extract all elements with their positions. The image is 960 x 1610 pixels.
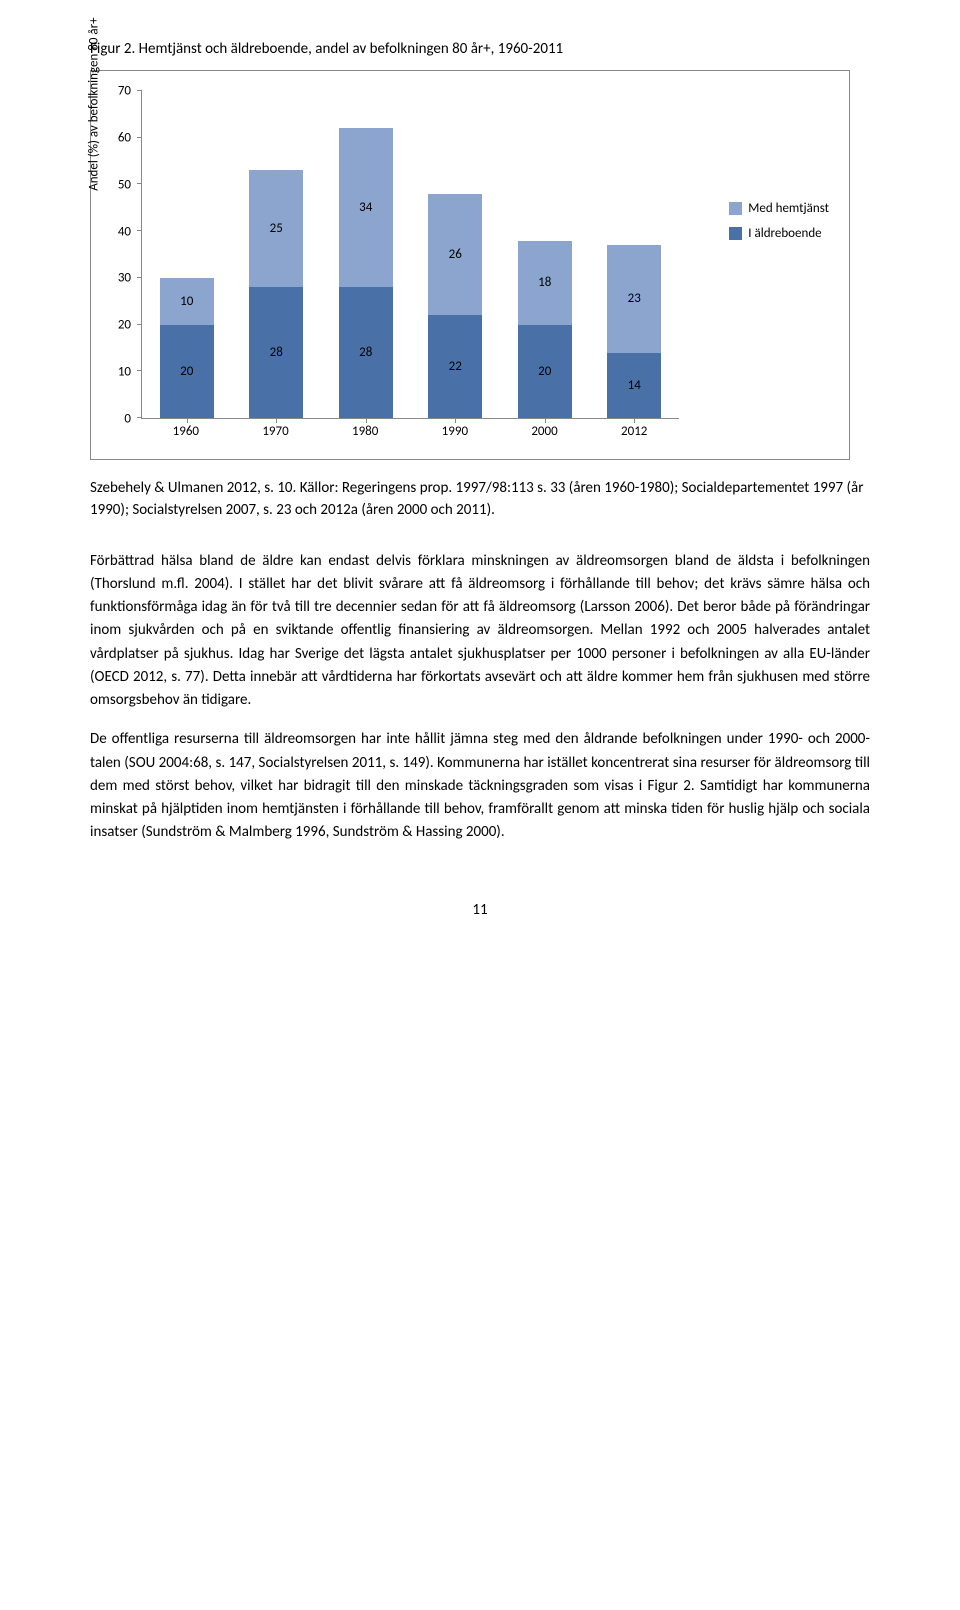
bar-value-label: 26 — [449, 247, 462, 262]
y-tick-mark — [137, 137, 142, 138]
page-number: 11 — [90, 901, 870, 919]
x-tick-mark — [634, 418, 635, 423]
y-tick-mark — [137, 230, 142, 231]
x-tick-mark — [545, 418, 546, 423]
figure-caption: Figur 2. Hemtjänst och äldreboende, ande… — [90, 40, 870, 58]
bar-slot: 1820 — [500, 91, 590, 418]
y-tick: 60 — [118, 130, 131, 145]
x-tick: 1970 — [231, 424, 321, 444]
x-tick-mark — [187, 418, 188, 423]
y-tick: 20 — [118, 318, 131, 333]
x-tick-mark — [366, 418, 367, 423]
x-tick: 1990 — [410, 424, 500, 444]
legend-swatch — [729, 202, 742, 215]
y-tick: 0 — [124, 412, 131, 427]
bar-slot: 25 28 — [232, 91, 322, 418]
bar-segment: 14 — [607, 353, 661, 418]
bar-segment: 34 — [339, 128, 393, 287]
bar-value-label: 18 — [538, 275, 551, 290]
bar-value-label: 22 — [449, 359, 462, 374]
bar-segment: 28 — [249, 287, 303, 418]
y-tick-mark — [137, 324, 142, 325]
x-tick: 1960 — [141, 424, 231, 444]
bar-value-label: 28 — [359, 345, 372, 360]
bar-stack: 10 20 — [160, 278, 214, 418]
bar-segment: 25 — [249, 170, 303, 287]
bar-stack: 25 28 — [249, 170, 303, 418]
x-axis: 196019701980199020002012 — [141, 424, 679, 444]
x-tick: 2012 — [589, 424, 679, 444]
y-tick: 50 — [118, 177, 131, 192]
legend-item: Med hemtjänst — [729, 201, 829, 216]
bar-segment: 20 — [160, 325, 214, 418]
bar-stack: 23 14 — [607, 245, 661, 418]
bar-value-label: 20 — [538, 364, 551, 379]
bar-value-label: 23 — [628, 291, 641, 306]
x-tick: 1980 — [320, 424, 410, 444]
x-tick-mark — [455, 418, 456, 423]
chart-legend: Med hemtjänst I äldreboende — [729, 201, 829, 251]
bar-value-label: 20 — [180, 364, 193, 379]
bar-slot: 34 28 — [321, 91, 411, 418]
bar-slot: 10 20 — [142, 91, 232, 418]
chart-container: Andel (%) av befolkningen 80 år+ 0102030… — [90, 70, 850, 460]
bar-segment: 10 — [160, 278, 214, 325]
bar-segment: 26 — [428, 194, 482, 315]
x-tick-mark — [276, 418, 277, 423]
bar-value-label: 14 — [628, 378, 641, 393]
legend-label: I äldreboende — [748, 226, 821, 241]
bar-stack: 1820 — [518, 241, 572, 419]
body-paragraph-1: Förbättrad hälsa bland de äldre kan enda… — [90, 550, 870, 713]
bar-value-label: 34 — [359, 200, 372, 215]
y-tick: 30 — [118, 271, 131, 286]
bar-segment: 20 — [518, 325, 572, 418]
y-tick-mark — [137, 370, 142, 371]
bar-segment: 22 — [428, 315, 482, 418]
bar-stack: 26 22 — [428, 194, 482, 418]
y-tick-mark — [137, 277, 142, 278]
legend-swatch — [729, 227, 742, 240]
legend-item: I äldreboende — [729, 226, 829, 241]
legend-label: Med hemtjänst — [748, 201, 829, 216]
bar-value-label: 28 — [270, 345, 283, 360]
y-tick-mark — [137, 417, 142, 418]
bar-slot: 23 14 — [590, 91, 680, 418]
source-text: Szebehely & Ulmanen 2012, s. 10. Källor:… — [90, 478, 870, 522]
bar-value-label: 25 — [270, 221, 283, 236]
body-paragraph-2: De offentliga resurserna till äldreomsor… — [90, 728, 870, 844]
bar-segment: 18 — [518, 241, 572, 325]
y-tick: 40 — [118, 224, 131, 239]
y-axis: 010203040506070 — [106, 91, 136, 419]
y-tick: 10 — [118, 365, 131, 380]
bar-segment: 23 — [607, 245, 661, 352]
y-tick-mark — [137, 90, 142, 91]
y-tick: 70 — [118, 84, 131, 99]
bar-stack: 34 28 — [339, 128, 393, 418]
y-tick-mark — [137, 183, 142, 184]
bar-slot: 26 22 — [411, 91, 501, 418]
plot-area: 102025283428262218202314 — [141, 91, 679, 419]
bar-value-label: 10 — [180, 294, 193, 309]
x-tick: 2000 — [500, 424, 590, 444]
y-axis-label: Andel (%) av befolkningen 80 år+ — [87, 17, 102, 190]
bar-segment: 28 — [339, 287, 393, 418]
